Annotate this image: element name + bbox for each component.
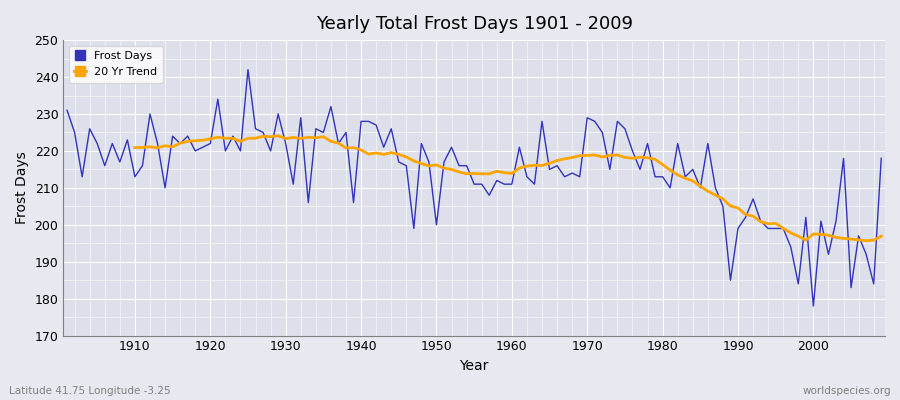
Text: worldspecies.org: worldspecies.org [803,386,891,396]
Title: Yearly Total Frost Days 1901 - 2009: Yearly Total Frost Days 1901 - 2009 [316,15,633,33]
Y-axis label: Frost Days: Frost Days [15,152,29,224]
Text: Latitude 41.75 Longitude -3.25: Latitude 41.75 Longitude -3.25 [9,386,171,396]
X-axis label: Year: Year [460,359,489,373]
Legend: Frost Days, 20 Yr Trend: Frost Days, 20 Yr Trend [68,46,163,82]
